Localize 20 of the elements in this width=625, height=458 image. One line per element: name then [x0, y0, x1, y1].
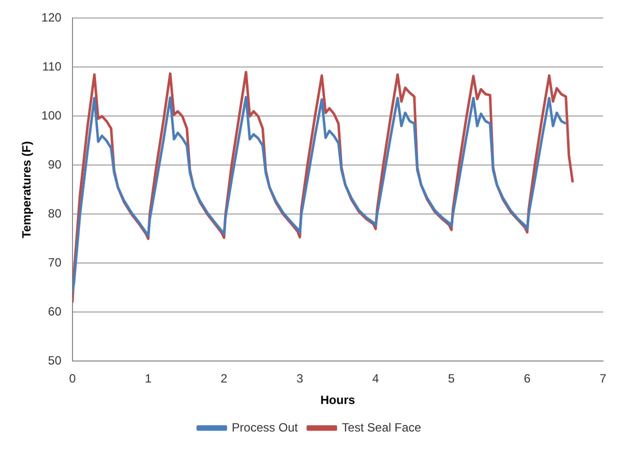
legend-label: Process Out	[232, 420, 298, 434]
x-tick-label: 0	[69, 372, 76, 386]
y-tick-label: 100	[41, 108, 62, 123]
y-tick-label: 90	[48, 158, 62, 172]
x-tick-label: 1	[144, 372, 152, 386]
y-tick-label: 50	[48, 354, 62, 368]
x-tick-label: 3	[296, 372, 304, 386]
x-tick-label: 6	[524, 372, 531, 386]
y-tick-label: 60	[48, 304, 62, 319]
y-axis-title: Temperatures (F)	[20, 141, 34, 238]
x-tick-label: 7	[600, 372, 607, 386]
x-tick-label: 4	[372, 372, 380, 386]
y-tick-label: 70	[48, 256, 62, 270]
y-tick-label: 80	[48, 206, 62, 221]
x-axis-title: Hours	[320, 393, 356, 408]
legend-label: Test Seal Face	[342, 420, 422, 434]
x-tick-label: 2	[220, 372, 228, 386]
y-tick-label: 110	[42, 60, 62, 74]
x-tick-label: 5	[448, 372, 456, 386]
y-tick-label: 120	[41, 10, 62, 25]
